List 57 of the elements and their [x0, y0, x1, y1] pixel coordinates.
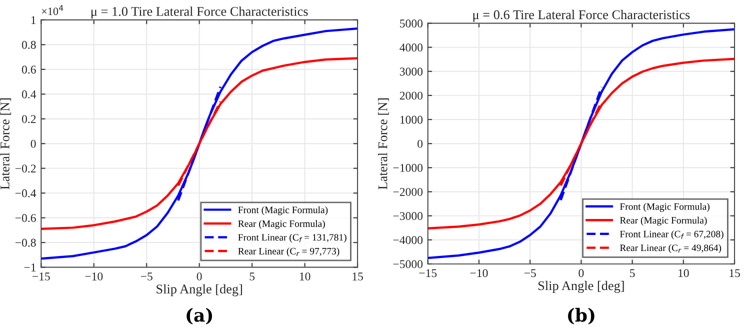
legend-label: Front Linear (C$_{f}$ = 131,781) — [238, 234, 346, 243]
chart-title: μ = 0.6 Tire Lateral Force Characteristics — [473, 10, 690, 22]
y-tick-label: 0.6 — [22, 66, 36, 74]
x-tick-label: 10 — [678, 269, 689, 278]
legend-label: Rear Linear (C$_{r}$ = 49,864) — [620, 244, 722, 254]
line-series — [41, 27, 358, 260]
y-tick-label: 0 — [30, 140, 36, 148]
y-tick-label: 0.4 — [22, 90, 36, 98]
y-tick-label: −2000 — [393, 188, 423, 196]
legend-label: Rear Linear (C$_{r}$ = 97,773) — [238, 248, 340, 256]
x-tick-label: 0 — [578, 269, 584, 278]
x-tick-label: 5 — [630, 269, 635, 278]
text: (b) — [568, 308, 594, 324]
y-tick-label: −3000 — [393, 212, 423, 220]
x-tick-label: 5 — [250, 272, 255, 280]
x-tick-label: −5 — [140, 272, 152, 280]
y-tick-label: −0.4 — [15, 189, 36, 198]
y-tick-label: −1 — [24, 264, 36, 272]
y-tick-label: 0 — [418, 140, 423, 148]
text: (a) — [186, 308, 212, 324]
y-tick-label: 1000 — [400, 116, 423, 124]
y-tick-label: −0.8 — [15, 238, 36, 247]
y-tick-label: 2000 — [400, 92, 423, 100]
legend-label: Rear (Magic Formula) — [238, 220, 325, 229]
y-tick-label: −1000 — [393, 164, 423, 172]
text: ×10$^{4}$ — [42, 5, 64, 16]
y-tick-label: −0.2 — [15, 164, 36, 173]
x-axis-title: Slip Angle [deg] — [156, 284, 242, 296]
y-tick-label: −5000 — [393, 260, 423, 268]
y-axis-title: Lateral Force [N] — [378, 98, 389, 190]
line-series — [428, 28, 735, 260]
y-tick-label: 4000 — [400, 44, 423, 52]
x-tick-label: 0 — [196, 272, 202, 280]
x-axis-title: Slip Angle [deg] — [538, 280, 624, 293]
legend-label: Front Linear (C$_{f}$ = 67,208) — [620, 230, 724, 240]
line-series — [428, 58, 735, 230]
x-tick-label: −5 — [524, 269, 536, 278]
y-tick-label: −4000 — [393, 236, 423, 244]
y-tick-label: 0.8 — [22, 40, 36, 49]
y-tick-label: 0.2 — [22, 115, 36, 124]
y-tick-label: 5000 — [400, 19, 423, 28]
legend-label: Rear (Magic Formula) — [620, 216, 707, 226]
x-tick-label: −15 — [419, 269, 437, 278]
x-tick-label: 15 — [352, 272, 363, 280]
y-tick-label: −0.6 — [15, 214, 36, 222]
x-tick-label: −15 — [32, 272, 50, 280]
y-tick-label: 3000 — [400, 68, 423, 76]
x-tick-label: −10 — [85, 272, 103, 280]
legend-label: Front (Magic Formula) — [238, 206, 328, 216]
line-series — [41, 57, 358, 230]
x-tick-label: 15 — [730, 269, 740, 278]
y-tick-label: 1 — [31, 16, 36, 24]
x-tick-label: 10 — [300, 272, 310, 280]
y-axis-title: Lateral Force [N] — [0, 98, 12, 190]
x-tick-label: −10 — [470, 269, 488, 278]
legend-label: Front (Magic Formula) — [620, 203, 710, 212]
chart-title: μ = 1.0 Tire Lateral Force Characteristics — [91, 6, 308, 19]
